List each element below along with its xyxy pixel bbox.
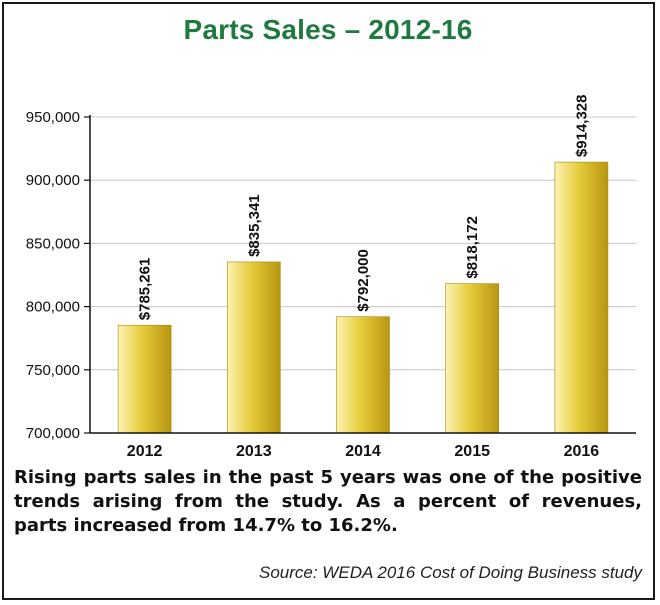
chart-frame bbox=[2, 2, 655, 600]
bar bbox=[554, 161, 609, 434]
bar-chart: 700,000 750,000 800,000 850,000 900,000 950,0… bbox=[26, 95, 636, 460]
data-label: $914,328 bbox=[573, 95, 590, 158]
bar bbox=[445, 283, 500, 434]
source-note: Source: WEDA 2016 Cost of Doing Business… bbox=[259, 563, 642, 582]
y-axis-ticks: 700,000 750,000 800,000 850,000 900,000 950,0… bbox=[26, 109, 90, 442]
chart-title: Parts Sales – 2012-16 bbox=[183, 14, 473, 45]
axes bbox=[89, 115, 636, 434]
data-label: $785,261 bbox=[137, 258, 154, 321]
bar bbox=[117, 324, 172, 434]
y-tick-label: 900,000 bbox=[26, 172, 80, 189]
data-label: $792,000 bbox=[355, 249, 372, 312]
y-tick-label: 750,000 bbox=[26, 362, 80, 379]
x-tick-label: 2016 bbox=[564, 443, 600, 460]
bar bbox=[227, 261, 281, 434]
bars bbox=[117, 161, 609, 434]
x-tick-label: 2014 bbox=[345, 443, 381, 460]
y-tick-label: 700,000 bbox=[26, 425, 80, 442]
y-tick-label: 850,000 bbox=[26, 235, 80, 252]
gridlines bbox=[90, 116, 636, 371]
caption-text: Rising parts sales in the past 5 years w… bbox=[14, 467, 642, 536]
x-axis-ticks: 2012 2013 2014 2015 2016 bbox=[127, 443, 599, 460]
bar bbox=[336, 316, 390, 434]
y-tick-label: 950,000 bbox=[26, 109, 80, 126]
data-labels: $785,261 $835,341 $792,000 $818,172 $914,328 bbox=[137, 95, 591, 321]
data-label: $835,341 bbox=[246, 194, 263, 257]
data-label: $818,172 bbox=[464, 216, 481, 279]
x-tick-label: 2012 bbox=[127, 443, 163, 460]
y-tick-label: 800,000 bbox=[26, 299, 80, 316]
x-tick-label: 2013 bbox=[236, 443, 272, 460]
x-tick-label: 2015 bbox=[454, 443, 490, 460]
